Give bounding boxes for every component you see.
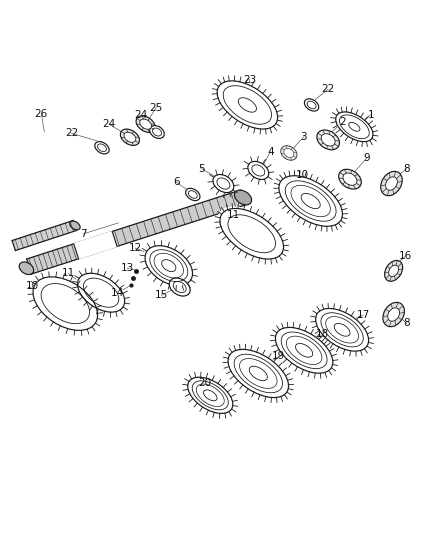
Text: 9: 9 — [363, 153, 370, 163]
Polygon shape — [27, 190, 245, 274]
Text: 24: 24 — [134, 110, 147, 120]
Text: 26: 26 — [35, 109, 48, 119]
Text: 3: 3 — [300, 132, 307, 142]
Text: 2: 2 — [339, 117, 346, 127]
Ellipse shape — [186, 376, 235, 415]
Ellipse shape — [385, 261, 403, 281]
Ellipse shape — [213, 174, 234, 192]
Ellipse shape — [215, 79, 280, 131]
Text: 19: 19 — [272, 351, 285, 361]
Ellipse shape — [70, 221, 80, 230]
Ellipse shape — [284, 149, 294, 157]
Ellipse shape — [317, 130, 339, 150]
Ellipse shape — [217, 206, 286, 261]
Text: 11: 11 — [62, 269, 75, 278]
Text: 4: 4 — [267, 147, 274, 157]
Ellipse shape — [30, 274, 100, 333]
Ellipse shape — [120, 129, 140, 146]
Text: 15: 15 — [155, 290, 168, 300]
Ellipse shape — [381, 172, 402, 196]
Text: 7: 7 — [80, 229, 87, 239]
Text: 8: 8 — [403, 318, 410, 328]
Ellipse shape — [150, 126, 164, 139]
Ellipse shape — [281, 146, 297, 160]
Ellipse shape — [226, 348, 291, 400]
Text: 5: 5 — [198, 164, 205, 174]
Text: 23: 23 — [243, 75, 256, 85]
Ellipse shape — [140, 119, 152, 129]
Ellipse shape — [136, 116, 155, 132]
Polygon shape — [12, 221, 77, 251]
Ellipse shape — [276, 174, 345, 228]
Ellipse shape — [389, 265, 399, 277]
Text: 14: 14 — [111, 288, 124, 298]
Ellipse shape — [143, 244, 194, 287]
Text: 8: 8 — [403, 164, 410, 174]
Ellipse shape — [234, 190, 252, 205]
Ellipse shape — [321, 134, 335, 146]
Ellipse shape — [186, 188, 200, 200]
Ellipse shape — [76, 272, 127, 314]
Text: 1: 1 — [367, 110, 374, 119]
Ellipse shape — [388, 308, 399, 321]
Text: 18: 18 — [316, 329, 329, 339]
Ellipse shape — [383, 302, 404, 327]
Text: 13: 13 — [121, 263, 134, 273]
Text: 16: 16 — [399, 251, 413, 261]
Text: 17: 17 — [357, 310, 370, 320]
Text: 10: 10 — [25, 281, 39, 291]
Ellipse shape — [19, 262, 34, 274]
Ellipse shape — [273, 326, 335, 375]
Ellipse shape — [169, 278, 190, 296]
Text: 10: 10 — [295, 170, 308, 180]
Ellipse shape — [248, 161, 269, 180]
Text: 12: 12 — [128, 243, 142, 253]
Ellipse shape — [314, 307, 371, 353]
Text: 25: 25 — [149, 102, 163, 112]
Ellipse shape — [304, 99, 319, 111]
Text: 11: 11 — [227, 210, 240, 220]
Text: 20: 20 — [198, 378, 212, 388]
Text: 22: 22 — [65, 128, 78, 139]
Ellipse shape — [95, 142, 109, 154]
Ellipse shape — [385, 177, 397, 190]
Polygon shape — [74, 231, 117, 259]
Text: 24: 24 — [102, 119, 116, 129]
Text: 22: 22 — [321, 84, 335, 94]
Ellipse shape — [339, 169, 361, 189]
Ellipse shape — [334, 111, 374, 143]
Ellipse shape — [124, 132, 136, 142]
Ellipse shape — [343, 173, 357, 185]
Text: 6: 6 — [173, 177, 180, 187]
